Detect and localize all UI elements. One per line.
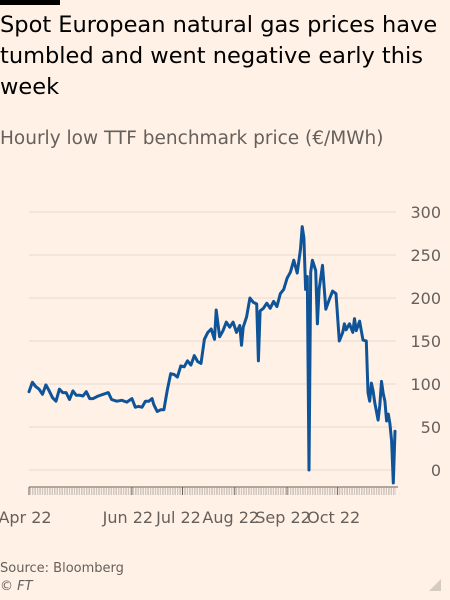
line-chart: 300 250 200 150 100 50 0 Apr 22 Jun 22 Jul 22 Aug … <box>0 203 441 527</box>
y-tick-label: 200 <box>410 289 441 308</box>
resize-corner-icon <box>429 579 441 591</box>
y-tick-label: 300 <box>410 203 441 222</box>
y-tick-label: 100 <box>410 375 441 394</box>
x-tick-label: Aug 22 <box>202 508 259 527</box>
copyright-note: © FT <box>0 579 33 594</box>
chart-subtitle: Hourly low TTF benchmark price (€/MWh) <box>0 128 384 149</box>
y-tick-label: 50 <box>421 418 441 437</box>
x-tick-label: Apr 22 <box>0 508 52 527</box>
y-tick-label: 150 <box>410 332 441 351</box>
x-tick-label: Oct 22 <box>307 508 360 527</box>
x-tick-label: Jul 22 <box>155 508 201 527</box>
chart-title: Spot European natural gas prices have tu… <box>0 12 438 100</box>
chart-area: 300 250 200 150 100 50 0 Apr 22 Jun 22 Jul 22 Aug … <box>0 195 450 540</box>
x-tick-label: Jun 22 <box>102 508 153 527</box>
source-note: Source: Bloomberg <box>0 561 124 576</box>
chart-footer: Source: Bloomberg © FT <box>0 560 420 596</box>
top-rule <box>0 0 60 5</box>
series-line <box>27 225 397 485</box>
y-tick-label: 0 <box>431 461 441 480</box>
y-tick-label: 250 <box>410 246 441 265</box>
x-tick-label: Sep 22 <box>255 508 311 527</box>
